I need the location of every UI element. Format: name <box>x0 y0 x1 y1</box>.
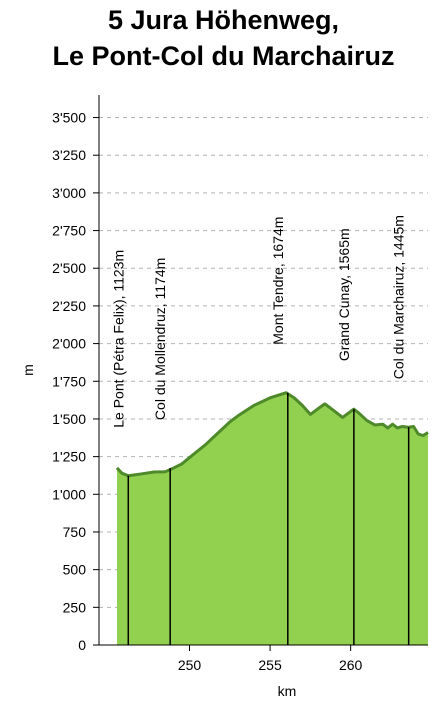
waypoint-label: Mont Tendre, 1674m <box>270 217 286 345</box>
y-tick-label: 1'000 <box>52 486 86 502</box>
waypoint-label: Col du Marchairuz, 1445m <box>391 215 407 379</box>
x-tick-label: 260 <box>339 657 363 673</box>
chart-title-line2: Le Pont-Col du Marchairuz <box>52 41 395 71</box>
waypoint-label: Le Pont (Pétra Felix), 1123m <box>110 250 126 428</box>
y-tick-label: 1'250 <box>52 449 86 465</box>
y-tick-label: 0 <box>78 637 86 653</box>
y-tick-label: 2'000 <box>52 336 86 352</box>
y-tick-label: 500 <box>63 562 87 578</box>
elevation-area <box>117 392 428 645</box>
elevation-line <box>115 391 429 478</box>
y-tick-label: 2'750 <box>52 223 86 239</box>
y-tick-label: 3'250 <box>52 147 86 163</box>
x-tick-label: 250 <box>178 657 202 673</box>
y-tick-label: 250 <box>63 599 87 615</box>
waypoint-label: Grand Cunay, 1565m <box>336 228 352 361</box>
y-tick-label: 2'500 <box>52 260 86 276</box>
y-tick-label: 750 <box>63 524 87 540</box>
y-axis-title: m <box>20 364 36 376</box>
waypoint-label: Col du Mollendruz, 1174m <box>152 258 168 420</box>
y-tick-label: 2'250 <box>52 298 86 314</box>
y-tick-label: 1'500 <box>52 411 86 427</box>
y-tick-label: 3'500 <box>52 110 86 126</box>
y-tick-label: 1'750 <box>52 373 86 389</box>
x-tick-label: 255 <box>258 657 282 673</box>
y-tick-label: 3'000 <box>52 185 86 201</box>
chart-title-line1: 5 Jura Höhenweg, <box>107 5 340 35</box>
x-axis-title: km <box>278 683 297 699</box>
